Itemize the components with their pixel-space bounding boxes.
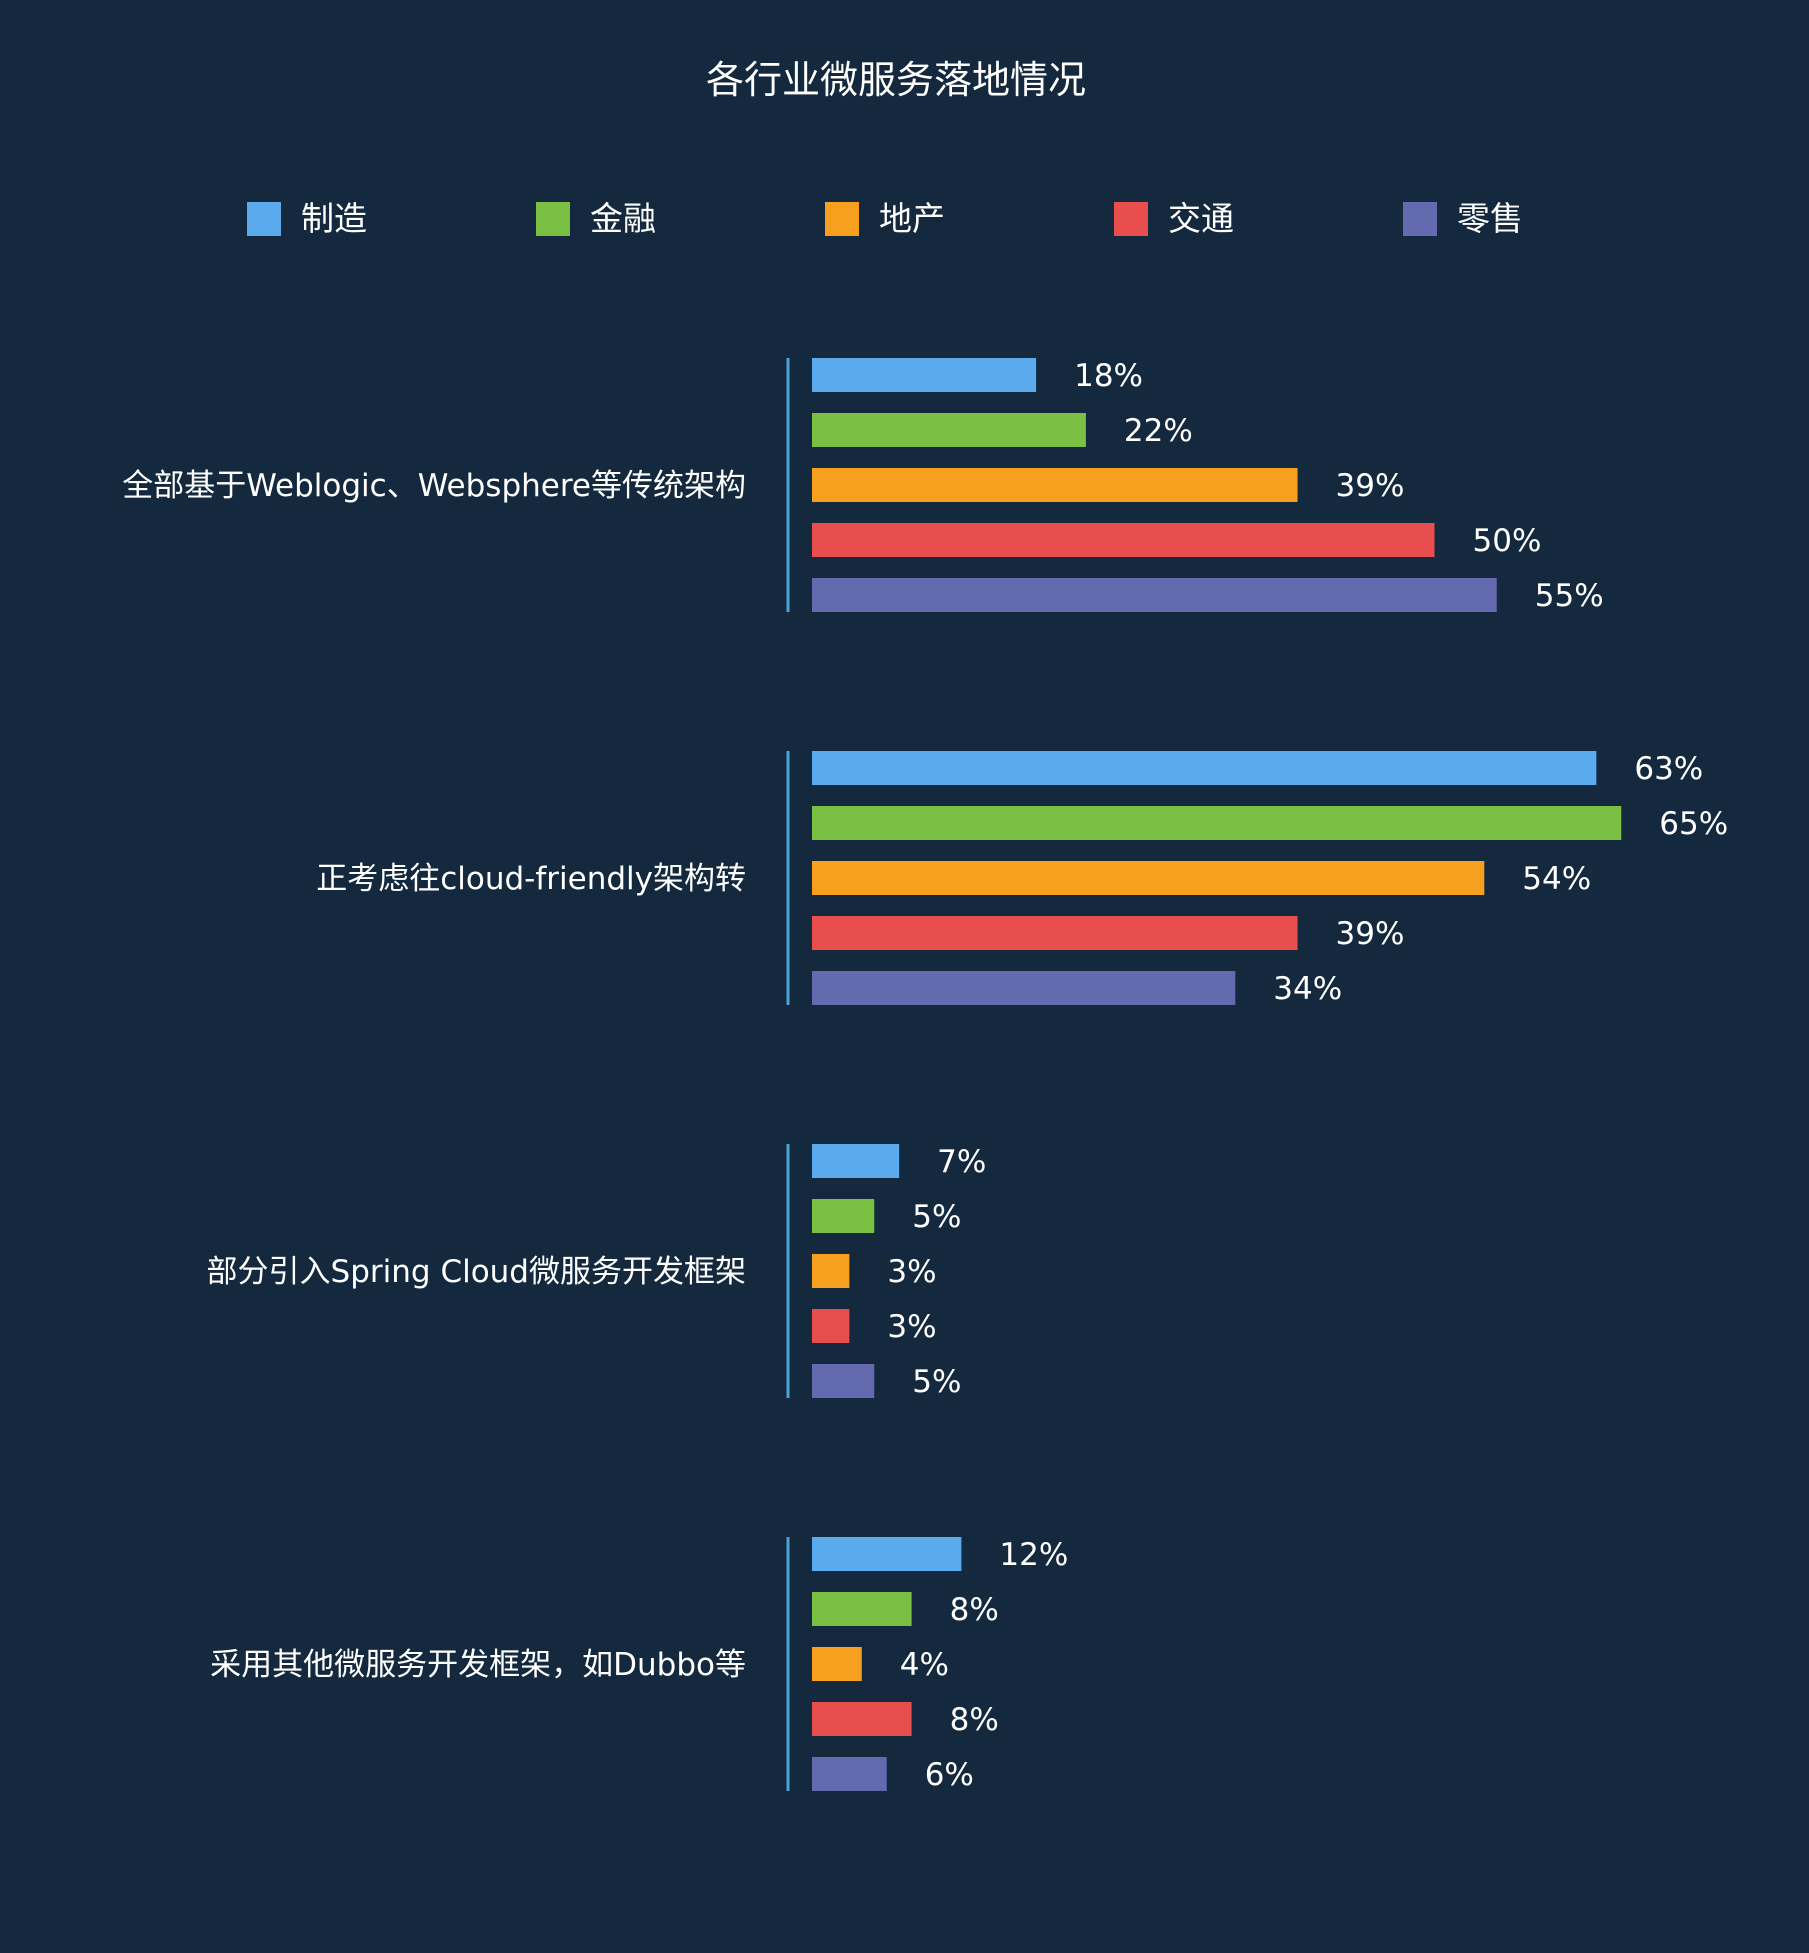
legend-item: 交通 (1114, 199, 1234, 238)
bar (812, 523, 1435, 557)
bar-value-label: 63% (1634, 751, 1703, 787)
category-label: 采用其他微服务开发框架，如Dubbo等 (210, 1647, 746, 1683)
bar-value-label: 50% (1473, 523, 1542, 559)
bar-value-label: 65% (1659, 806, 1728, 842)
bar-value-label: 3% (887, 1309, 936, 1345)
category-group: 全部基于Weblogic、Websphere等传统架构 18% 22% 39% 50% 5… (122, 358, 1604, 614)
legend-swatch (1114, 202, 1148, 236)
legend-swatch (1403, 202, 1437, 236)
legend-swatch (825, 202, 859, 236)
bar (812, 578, 1497, 612)
bar (812, 1364, 875, 1398)
bar-value-label: 22% (1124, 413, 1193, 449)
bar-value-label: 8% (950, 1592, 999, 1628)
legend-swatch (247, 202, 281, 236)
bar-value-label: 7% (937, 1144, 986, 1180)
bar (812, 751, 1597, 785)
bar-value-label: 55% (1535, 578, 1604, 614)
legend-swatch (536, 202, 570, 236)
bar-value-label: 4% (900, 1647, 949, 1683)
legend-item: 金融 (536, 199, 656, 238)
bar (812, 1647, 862, 1681)
bar (812, 971, 1236, 1005)
bar (812, 1254, 850, 1288)
legend-label: 地产 (879, 199, 945, 238)
bar (812, 861, 1485, 895)
plot-area: 全部基于Weblogic、Websphere等传统架构 18% 22% 39% 50% 5… (122, 358, 1728, 1793)
bar (812, 1144, 900, 1178)
bar-value-label: 18% (1074, 358, 1143, 394)
bar (812, 358, 1037, 392)
bar-value-label: 8% (950, 1702, 999, 1738)
bar (812, 413, 1086, 447)
bar-value-label: 39% (1336, 916, 1405, 952)
category-label: 正考虑往cloud-friendly架构转 (316, 861, 746, 897)
bar (812, 1309, 850, 1343)
bar (812, 916, 1298, 950)
bar (812, 1757, 887, 1791)
bar (812, 1537, 962, 1571)
bar-value-label: 12% (999, 1537, 1068, 1573)
category-label: 部分引入Spring Cloud微服务开发框架 (207, 1254, 746, 1290)
bar-value-label: 6% (925, 1757, 974, 1793)
category-label: 全部基于Weblogic、Websphere等传统架构 (122, 468, 746, 504)
category-group: 正考虑往cloud-friendly架构转 63% 65% 54% 39% 34% (316, 751, 1728, 1007)
bar-value-label: 34% (1273, 971, 1342, 1007)
bar-value-label: 3% (887, 1254, 936, 1290)
category-group: 部分引入Spring Cloud微服务开发框架 7% 5% 3% 3% 5% (207, 1144, 986, 1400)
bar (812, 1592, 912, 1626)
bar-value-label: 5% (912, 1364, 961, 1400)
bar-value-label: 39% (1336, 468, 1405, 504)
chart-title: 各行业微服务落地情况 (706, 58, 1086, 102)
bar (812, 806, 1622, 840)
bar (812, 1199, 875, 1233)
bar (812, 1702, 912, 1736)
legend-item: 地产 (825, 199, 945, 238)
bar-value-label: 5% (912, 1199, 961, 1235)
bar (812, 468, 1298, 502)
legend-label: 交通 (1168, 199, 1234, 238)
legend-item: 制造 (247, 199, 367, 238)
legend-label: 零售 (1457, 199, 1523, 238)
legend-label: 金融 (590, 199, 656, 238)
legend-label: 制造 (301, 199, 367, 238)
bar-value-label: 54% (1522, 861, 1591, 897)
legend-item: 零售 (1403, 199, 1523, 238)
legend: 制造 金融 地产 交通 零售 (247, 199, 1523, 238)
